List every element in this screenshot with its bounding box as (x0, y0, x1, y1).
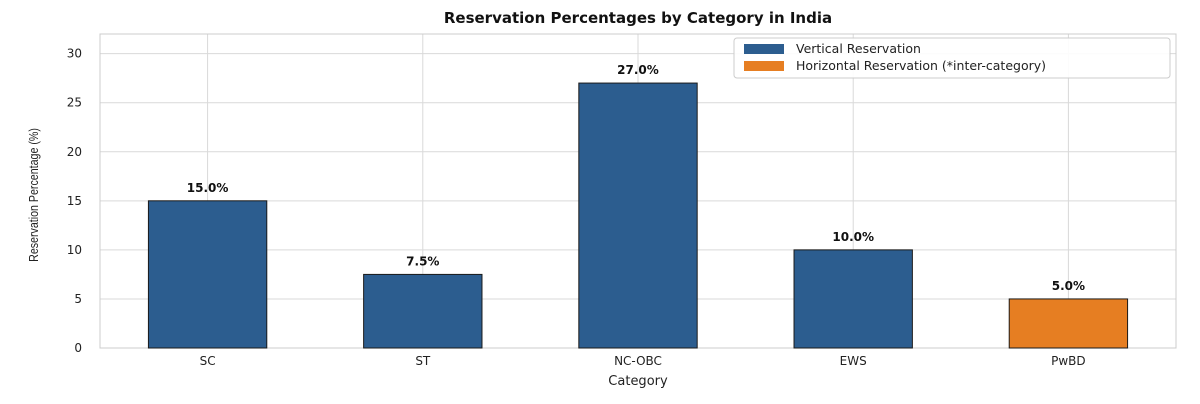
y-tick-label: 15 (67, 194, 82, 208)
x-tick-label: ST (415, 354, 431, 368)
legend-swatch (744, 61, 784, 71)
x-tick-label: EWS (840, 354, 867, 368)
data-label: 15.0% (187, 181, 229, 195)
chart-title: Reservation Percentages by Category in I… (444, 9, 832, 27)
data-label: 10.0% (832, 230, 874, 244)
x-axis-label: Category (608, 374, 668, 389)
bar-st (363, 273, 483, 349)
legend-box (733, 37, 1171, 79)
y-tick-label: 20 (67, 145, 82, 159)
y-tick-label: 10 (67, 243, 82, 257)
x-tick-label: PwBD (1051, 354, 1086, 368)
y-tick-label: 0 (74, 341, 82, 355)
data-label: 27.0% (617, 63, 659, 77)
x-ticks: SC ST NC-OBC EWS PwBD (200, 354, 1086, 368)
y-ticks: 0 5 10 15 20 25 30 (67, 47, 82, 355)
legend-swatch (744, 44, 784, 54)
y-tick-label: 25 (67, 96, 82, 110)
data-label: 7.5% (406, 254, 439, 268)
legend-label: Vertical Reservation (796, 41, 921, 56)
x-tick-label: NC-OBC (614, 354, 662, 368)
bar-ews (793, 249, 913, 349)
legend: Vertical Reservation Horizontal Reservati… (733, 37, 1171, 79)
legend-label: Horizontal Reservation (*inter-category) (796, 58, 1046, 73)
y-tick-label: 5 (74, 292, 82, 306)
data-labels: 15.0% 7.5% 27.0% 10.0% 5.0% (187, 63, 1085, 293)
bar-pwbd (1008, 298, 1129, 349)
bar-nc-obc (578, 82, 698, 349)
data-label: 5.0% (1052, 279, 1085, 293)
bars (147, 82, 1129, 349)
y-axis-label: Reservation Percentage (%) (26, 128, 41, 262)
y-tick-label: 30 (67, 47, 82, 61)
bar-sc (147, 200, 268, 349)
x-tick-label: SC (200, 354, 216, 368)
